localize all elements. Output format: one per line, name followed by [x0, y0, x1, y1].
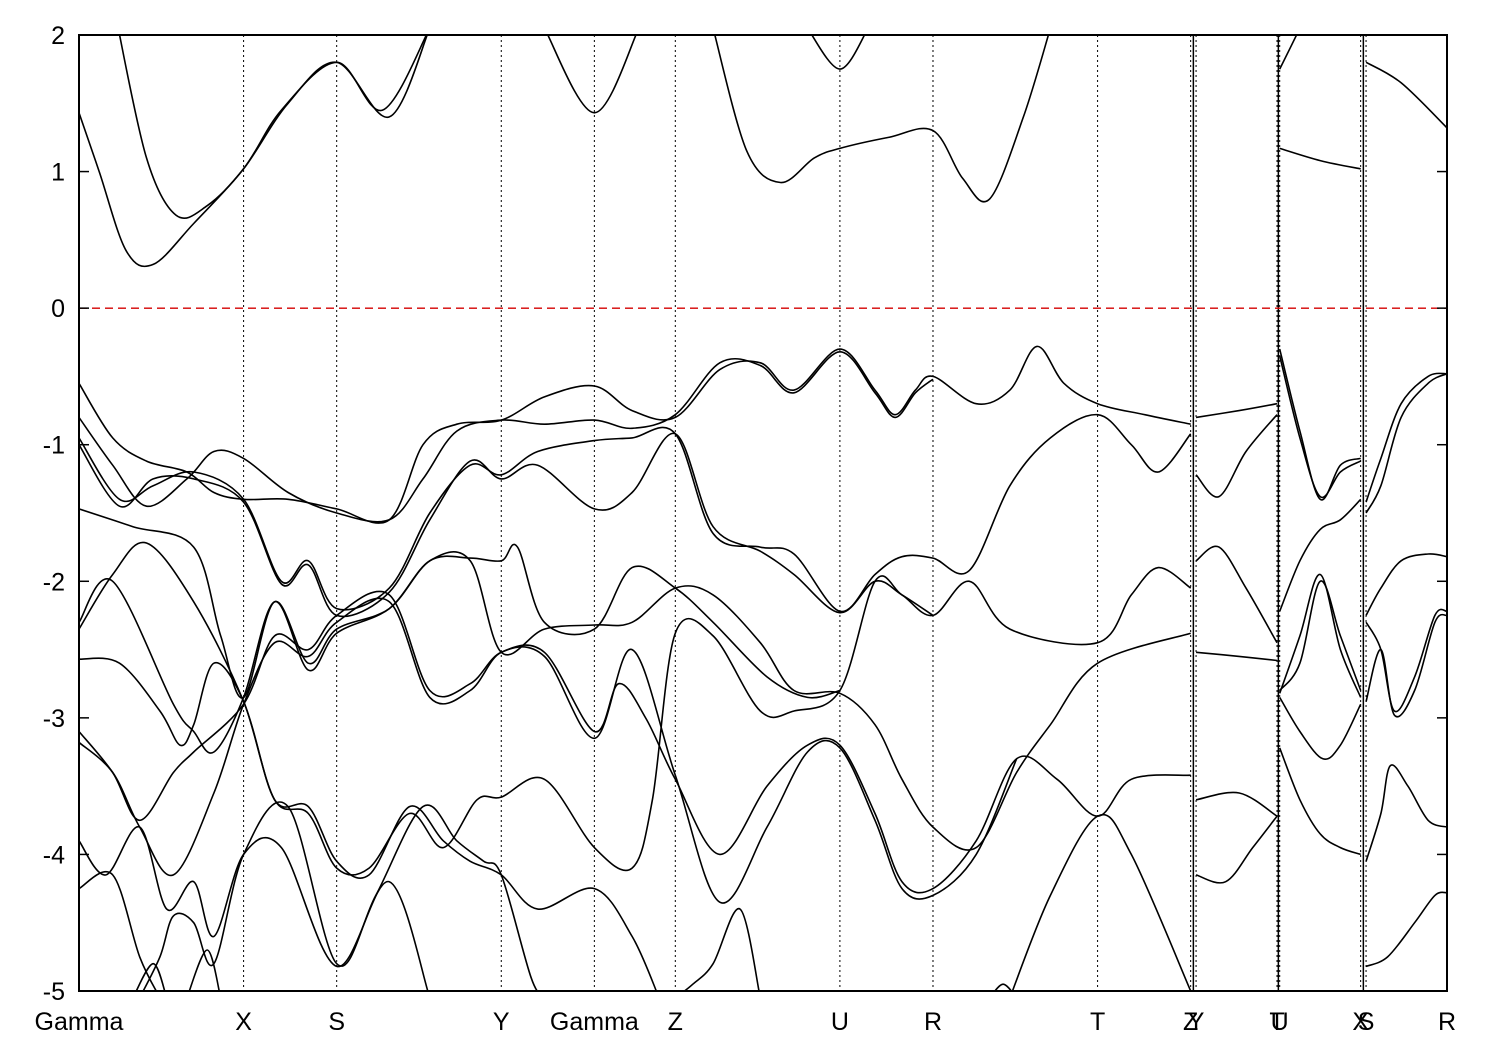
x-tick-label-r: R [924, 1008, 942, 1036]
y-tick-label: -4 [43, 841, 65, 869]
x-tick-label-s: S [328, 1008, 345, 1036]
band-line [810, 35, 866, 70]
kpoint-lines [243, 35, 1367, 991]
y-tick-label: -2 [43, 568, 65, 596]
band-line [1365, 61, 1447, 129]
band-curves [79, 35, 1447, 991]
band-line [1279, 696, 1362, 761]
band-line [142, 801, 539, 991]
band-line [1279, 147, 1361, 170]
band-line [79, 575, 934, 876]
band-line [79, 541, 658, 991]
band-line [1365, 764, 1447, 862]
band-line [1195, 545, 1278, 644]
band-line [683, 908, 760, 991]
x-tick-label-y: Y [493, 1008, 510, 1036]
y-tick-label: 2 [51, 22, 65, 50]
band-line [714, 35, 1050, 203]
band-line [1195, 815, 1278, 884]
x-tick-label-gamma: Gamma [550, 1008, 639, 1036]
band-line [79, 597, 1018, 904]
x-tick-label-y: Y [1188, 1008, 1205, 1036]
band-line [1278, 35, 1298, 70]
y-axis-ticks: 2 1 0 -1 -2 -3 -4 -5 [43, 22, 1447, 1006]
band-line [1195, 414, 1278, 498]
band-line [79, 551, 1191, 851]
band-line [1278, 348, 1361, 501]
band-line [1278, 747, 1361, 856]
band-line [79, 590, 1191, 894]
band-line [1278, 498, 1362, 612]
x-tick-label-u: U [831, 1008, 849, 1036]
plot-frame [78, 34, 1448, 992]
y-tick-label: 0 [51, 295, 65, 323]
x-tick-label-u: U [1271, 1008, 1289, 1036]
x-axis-ticks: Gamma X S Y Gamma Z U R T ZY TU XS R [35, 1008, 1456, 1036]
band-line [79, 432, 1192, 646]
x-tick-label-z: Z [668, 1008, 683, 1036]
band-line [546, 35, 637, 114]
x-tick-label-t: T [1269, 1008, 1284, 1036]
y-tick-label: -1 [43, 432, 65, 460]
band-line [1365, 613, 1447, 718]
band-line [135, 962, 166, 991]
x-tick-label-x: X [1352, 1008, 1369, 1036]
band-line [79, 508, 841, 699]
x-tick-label-x: X [235, 1008, 252, 1036]
band-line [1195, 402, 1278, 419]
y-tick-label: -3 [43, 705, 65, 733]
band-line [1278, 355, 1362, 499]
band-line [1195, 791, 1278, 817]
x-tick-label-z: Z [1183, 1008, 1198, 1036]
x-tick-label-s: S [1358, 1008, 1375, 1036]
y-tick-label: -5 [43, 978, 65, 1006]
band-line [1365, 553, 1447, 616]
band-line [1365, 372, 1447, 514]
band-line [79, 35, 428, 268]
band-line [79, 350, 934, 523]
band-line [1365, 372, 1447, 503]
x-tick-label-t: T [1090, 1008, 1105, 1036]
band-line [1279, 580, 1362, 692]
band-line [1011, 813, 1192, 991]
x-tick-label-r: R [1438, 1008, 1456, 1036]
band-line [79, 826, 429, 991]
band-line [118, 35, 428, 220]
band-line [79, 345, 1191, 524]
band-line [79, 413, 1192, 613]
band-line [1196, 651, 1278, 662]
band-line [1365, 891, 1447, 968]
band-line [188, 949, 221, 991]
band-line [1365, 608, 1447, 713]
band-line [79, 871, 158, 991]
y-tick-label: 1 [51, 159, 65, 187]
x-tick-label-gamma: Gamma [35, 1008, 124, 1036]
band-line [1278, 573, 1362, 698]
band-line [993, 983, 1013, 991]
